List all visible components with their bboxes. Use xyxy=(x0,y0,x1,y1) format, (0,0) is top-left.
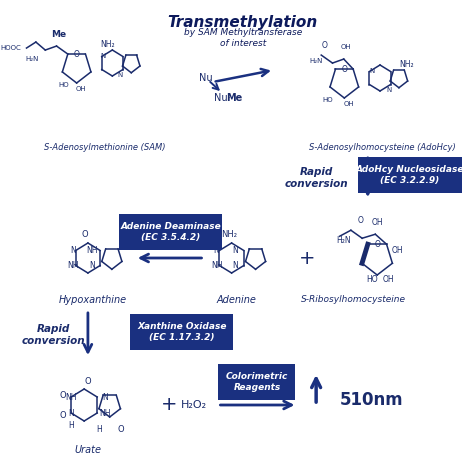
FancyBboxPatch shape xyxy=(219,364,295,400)
Text: Adenine Deaminase
(EC 3.5.4.2): Adenine Deaminase (EC 3.5.4.2) xyxy=(120,222,221,242)
Text: O: O xyxy=(82,229,89,238)
Text: NH₂: NH₂ xyxy=(221,229,237,238)
Text: Rapid
conversion: Rapid conversion xyxy=(21,324,85,346)
Text: NH₂: NH₂ xyxy=(100,39,115,48)
Text: OH: OH xyxy=(76,86,87,92)
Text: HO: HO xyxy=(367,275,378,284)
Text: Hypoxanthine: Hypoxanthine xyxy=(59,295,127,305)
Text: +: + xyxy=(160,395,177,414)
Text: NH: NH xyxy=(67,262,79,271)
Text: H₂N: H₂N xyxy=(26,56,39,62)
Text: NH: NH xyxy=(86,246,98,255)
Text: HO: HO xyxy=(58,82,69,88)
Text: NH₂: NH₂ xyxy=(399,60,414,69)
Text: O: O xyxy=(118,425,124,434)
Text: Nu: Nu xyxy=(200,73,213,83)
Text: S-Adenosylmethionine (SAM): S-Adenosylmethionine (SAM) xyxy=(44,144,165,153)
Text: N: N xyxy=(232,246,238,255)
Text: Rapid
conversion: Rapid conversion xyxy=(284,167,348,189)
Text: O: O xyxy=(357,216,363,225)
Text: H₂O₂: H₂O₂ xyxy=(181,400,207,410)
Text: S-Adenosylhomocysteine (AdoHcy): S-Adenosylhomocysteine (AdoHcy) xyxy=(309,144,455,153)
Text: O: O xyxy=(73,49,80,58)
Text: +: + xyxy=(299,248,315,267)
Text: HOOC: HOOC xyxy=(0,45,21,51)
Text: N: N xyxy=(100,53,106,59)
Text: OH: OH xyxy=(392,246,404,255)
Text: N: N xyxy=(387,87,392,93)
Text: O: O xyxy=(84,376,91,385)
Text: Xanthine Oxidase
(EC 1.17.3.2): Xanthine Oxidase (EC 1.17.3.2) xyxy=(137,322,227,342)
Text: N: N xyxy=(89,262,94,271)
Text: NH: NH xyxy=(211,262,222,271)
Text: Colorimetric
Reagents: Colorimetric Reagents xyxy=(226,372,288,392)
Text: OH: OH xyxy=(383,275,394,284)
FancyBboxPatch shape xyxy=(119,214,222,250)
Text: N: N xyxy=(70,246,76,255)
Text: N: N xyxy=(68,409,74,418)
Text: H₂N: H₂N xyxy=(309,58,322,64)
Text: Adenine: Adenine xyxy=(216,295,256,305)
Text: O: O xyxy=(59,391,66,400)
Text: N: N xyxy=(214,246,219,255)
Text: H₂N: H₂N xyxy=(336,236,351,245)
Text: HO: HO xyxy=(322,97,333,103)
Text: N: N xyxy=(117,72,122,78)
Text: S-Ribosylhomocysteine: S-Ribosylhomocysteine xyxy=(301,295,406,304)
Text: NH: NH xyxy=(99,409,111,418)
Text: N: N xyxy=(370,68,375,74)
Text: Me: Me xyxy=(226,93,243,103)
Text: H: H xyxy=(68,420,74,429)
Text: OH: OH xyxy=(340,44,351,50)
Text: Nu·: Nu· xyxy=(214,93,230,103)
Text: O: O xyxy=(374,239,380,248)
Text: OH: OH xyxy=(344,101,355,107)
Text: OH: OH xyxy=(371,218,383,227)
Text: N: N xyxy=(232,262,238,271)
FancyBboxPatch shape xyxy=(130,314,234,350)
Text: O: O xyxy=(59,410,66,419)
Text: NH: NH xyxy=(65,392,77,401)
Text: H: H xyxy=(96,425,102,434)
Text: N: N xyxy=(102,392,108,401)
FancyBboxPatch shape xyxy=(358,157,462,193)
Text: by SAM Methyltransferase
of interest: by SAM Methyltransferase of interest xyxy=(184,28,302,48)
Text: O: O xyxy=(341,64,347,73)
Text: Me: Me xyxy=(51,29,66,38)
Text: Transmethylation: Transmethylation xyxy=(168,15,318,29)
Text: Urate: Urate xyxy=(74,445,101,455)
Text: AdoHcy Nucleosidase
(EC 3.2.2.9): AdoHcy Nucleosidase (EC 3.2.2.9) xyxy=(356,165,465,185)
Text: O: O xyxy=(322,41,328,50)
Text: 510nm: 510nm xyxy=(339,391,403,409)
